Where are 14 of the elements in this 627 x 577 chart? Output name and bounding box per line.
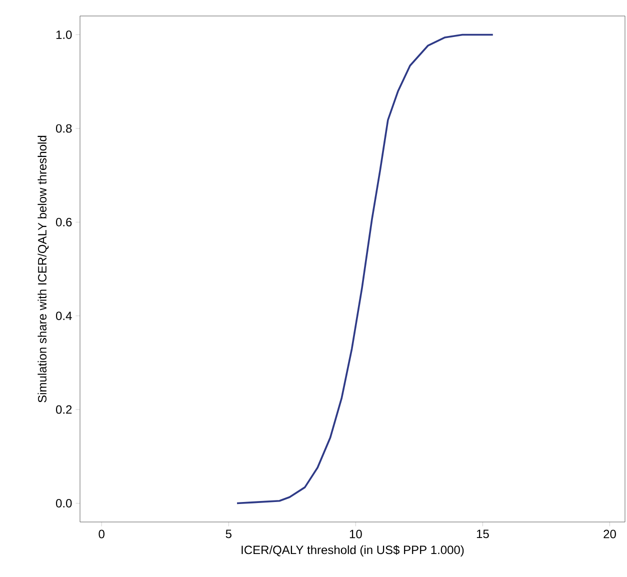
x-tick-label: 5 <box>226 530 232 538</box>
line-series <box>236 34 494 504</box>
y-tick-label: 0.2 <box>56 405 72 414</box>
x-tick-label: 0 <box>98 530 104 538</box>
x-tick-label: 15 <box>476 530 489 538</box>
x-axis-title: ICER/QALY threshold (in US$ PPP 1.000) <box>242 545 464 557</box>
y-axis-title: Simulation share with ICER/QALY below threshold <box>38 136 49 402</box>
x-tick-label: 20 <box>604 530 616 538</box>
y-tick-label: 0.0 <box>56 499 72 508</box>
x-tick-label: 10 <box>350 530 362 538</box>
y-tick-label: 1.0 <box>56 30 72 39</box>
y-tick-label: 0.8 <box>56 124 72 133</box>
y-tick-label: 0.4 <box>56 312 72 320</box>
y-tick-label: 0.6 <box>56 218 72 226</box>
